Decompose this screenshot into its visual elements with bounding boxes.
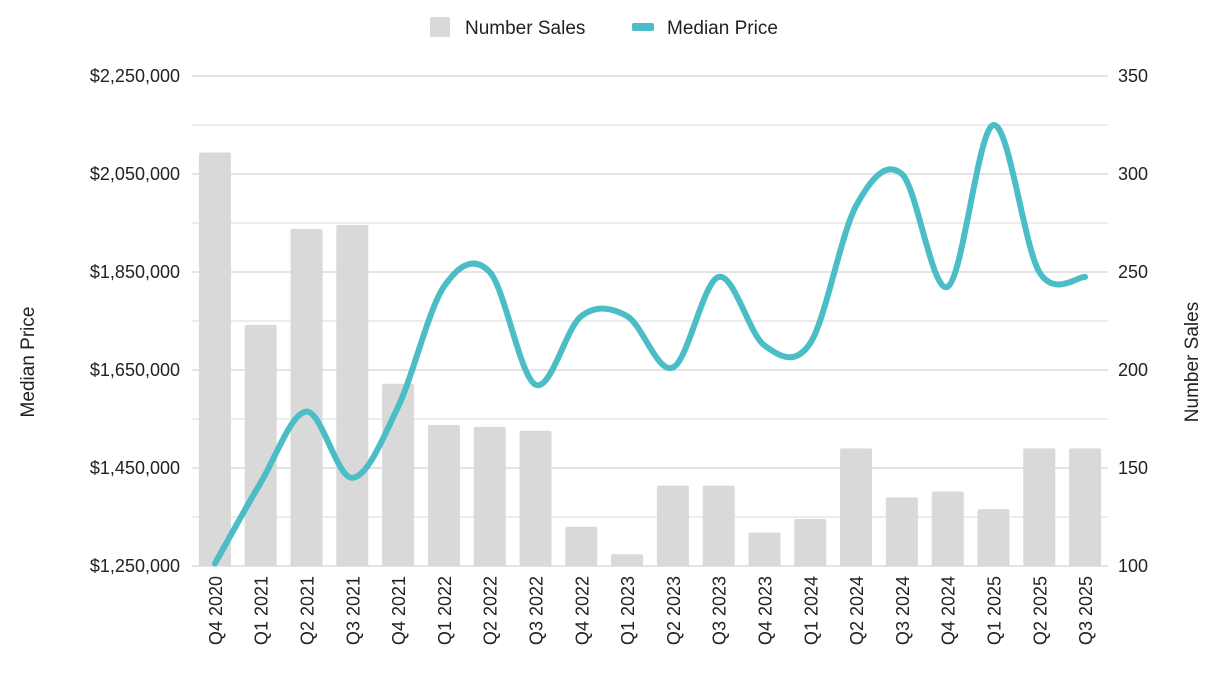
gridlines — [192, 75, 1108, 567]
x-tick-label: Q4 2022 — [572, 576, 592, 645]
x-tick-label: Q3 2021 — [343, 576, 363, 645]
right-axis-title: Number Sales — [1182, 302, 1203, 422]
left-tick-label: $2,250,000 — [90, 66, 180, 86]
x-tick-label: Q1 2024 — [801, 576, 821, 645]
right-tick-label: 350 — [1118, 66, 1148, 86]
x-tick-label: Q4 2020 — [206, 576, 226, 645]
left-tick-label: $2,050,000 — [90, 164, 180, 184]
bar-q1-2025[interactable] — [977, 509, 1010, 566]
bar-q2-2023[interactable] — [656, 485, 689, 566]
legend-item-median-price[interactable]: Median Price — [632, 18, 778, 39]
legend-swatch-number-sales — [430, 17, 450, 37]
median-price-line[interactable] — [211, 122, 1089, 567]
bar-q2-2021[interactable] — [290, 228, 323, 566]
legend-label-median-price: Median Price — [667, 18, 778, 39]
x-tick-label: Q4 2021 — [389, 576, 409, 645]
left-tick-label: $1,250,000 — [90, 556, 180, 576]
x-tick-label: Q2 2023 — [664, 576, 684, 645]
x-tick-label: Q1 2022 — [435, 576, 455, 645]
bar-series-number-sales — [198, 152, 1102, 566]
bar-q2-2024[interactable] — [840, 448, 873, 566]
bar-q2-2025[interactable] — [1023, 448, 1056, 566]
bar-q4-2022[interactable] — [565, 526, 598, 566]
right-tick-label: 300 — [1118, 164, 1148, 184]
bar-q2-2022[interactable] — [473, 426, 506, 566]
x-tick-label: Q1 2023 — [618, 576, 638, 645]
x-tick-label: Q4 2024 — [939, 576, 959, 645]
x-tick-label: Q4 2023 — [756, 576, 776, 645]
bar-q1-2021[interactable] — [244, 324, 277, 566]
x-tick-label: Q2 2024 — [847, 576, 867, 645]
legend-swatch-median-price — [632, 23, 654, 31]
left-axis-title: Median Price — [18, 307, 39, 418]
bar-q4-2024[interactable] — [931, 491, 964, 566]
bar-q3-2025[interactable] — [1069, 448, 1102, 566]
x-tick-label: Q1 2025 — [985, 576, 1005, 645]
bar-q3-2023[interactable] — [702, 485, 735, 566]
x-tick-label: Q3 2025 — [1076, 576, 1096, 645]
left-tick-label: $1,450,000 — [90, 458, 180, 478]
x-tick-label: Q2 2025 — [1030, 576, 1050, 645]
left-tick-label: $1,850,000 — [90, 262, 180, 282]
right-tick-label: 250 — [1118, 262, 1148, 282]
bar-q1-2023[interactable] — [611, 554, 644, 566]
x-axis-ticks: Q4 2020 Q1 2021 Q2 2021 Q3 2021 Q4 2021 Q1 20… — [206, 576, 1096, 645]
bar-q4-2020[interactable] — [198, 152, 231, 566]
bar-q3-2021[interactable] — [336, 224, 369, 566]
bar-q1-2022[interactable] — [427, 424, 460, 566]
right-tick-label: 100 — [1118, 556, 1148, 576]
left-tick-label: $1,650,000 — [90, 360, 180, 380]
right-tick-label: 200 — [1118, 360, 1148, 380]
x-tick-label: Q1 2021 — [252, 576, 272, 645]
x-tick-label: Q2 2021 — [298, 576, 318, 645]
x-tick-label: Q3 2022 — [527, 576, 547, 645]
bar-q4-2023[interactable] — [748, 532, 781, 566]
legend: Number Sales Median Price — [430, 17, 778, 39]
x-tick-label: Q3 2023 — [710, 576, 730, 645]
legend-label-number-sales: Number Sales — [465, 18, 585, 39]
right-tick-label: 150 — [1118, 458, 1148, 478]
bar-q3-2022[interactable] — [519, 430, 552, 566]
line-series-median-price — [211, 122, 1089, 567]
bar-q3-2024[interactable] — [885, 497, 918, 566]
x-tick-label: Q3 2024 — [893, 576, 913, 645]
right-axis-ticks: 100 150 200 250 300 350 — [1118, 66, 1148, 576]
bar-q1-2024[interactable] — [794, 518, 827, 566]
legend-item-number-sales[interactable]: Number Sales — [430, 17, 585, 39]
x-tick-label: Q2 2022 — [481, 576, 501, 645]
left-axis-ticks: $1,250,000 $1,450,000 $1,650,000 $1,850,000… — [90, 66, 180, 576]
